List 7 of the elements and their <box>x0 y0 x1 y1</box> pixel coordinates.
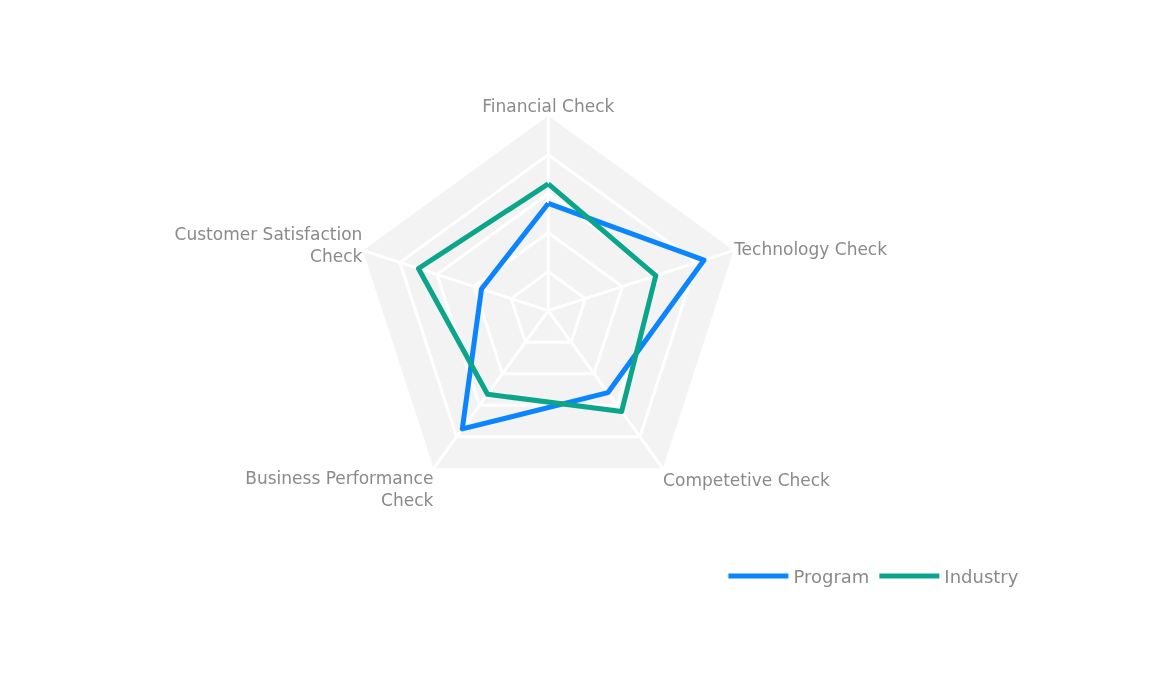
spoke-label: Technology Check <box>733 238 888 259</box>
legend-label: Industry <box>944 565 1019 587</box>
spoke-label: Competetive Check <box>663 470 831 491</box>
spoke-label: Customer Satisfaction Check <box>174 224 363 267</box>
spoke-label: Business Performance Check <box>245 467 434 511</box>
spoke-label: Financial Check <box>482 95 615 116</box>
legend-label: Program <box>793 565 870 587</box>
